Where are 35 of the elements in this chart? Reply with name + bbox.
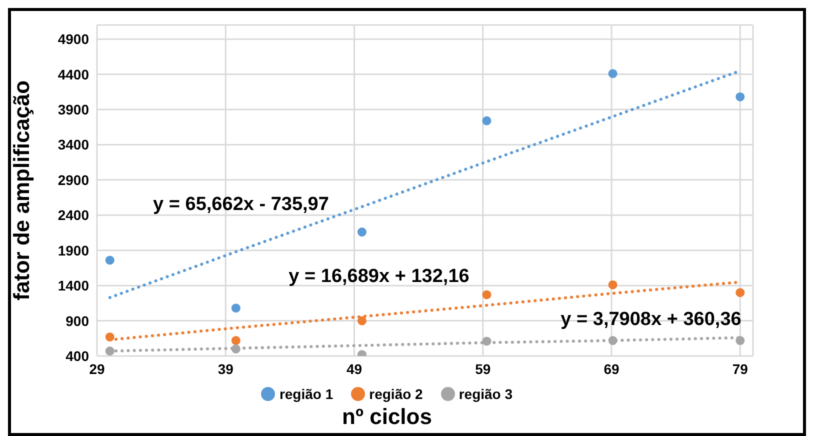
y-tick-label: 900	[66, 312, 90, 329]
y-tick-label: 2900	[58, 172, 90, 188]
y-tick-label: 4400	[58, 66, 90, 82]
x-tick-label: 29	[89, 360, 105, 377]
point	[231, 336, 240, 346]
y-axis-title: fator de amplificação	[8, 80, 34, 301]
x-tick-label: 49	[346, 360, 362, 377]
y-tick-label: 1400	[58, 278, 90, 294]
point	[231, 304, 240, 313]
point	[357, 316, 366, 326]
point	[736, 288, 745, 298]
legend-label: região 3	[458, 386, 513, 402]
y-tick-label: 400	[66, 348, 90, 364]
y-tick-label: 3400	[58, 136, 90, 153]
point	[608, 69, 618, 78]
point	[357, 228, 366, 237]
y-tick-label: 2400	[58, 207, 90, 224]
y-tick-label: 3900	[58, 101, 90, 118]
y-tick-label: 4900	[58, 31, 90, 48]
y-tick-label: 1900	[58, 242, 90, 258]
annotation: y = 65,662x - 735,97	[153, 194, 329, 216]
x-tick-label: 69	[604, 360, 620, 377]
point	[608, 280, 618, 290]
x-tick-label: 79	[732, 360, 748, 377]
annotation: y = 3,7908x + 360,36	[560, 309, 742, 331]
annotation: y = 16,689x + 132,16	[288, 266, 470, 288]
x-tick-label: 39	[218, 360, 234, 377]
point	[482, 290, 492, 300]
point	[482, 116, 492, 126]
x-axis-title: nº ciclos	[341, 404, 433, 430]
x-tick-label: 59	[475, 360, 491, 377]
point	[736, 92, 745, 102]
point	[105, 256, 114, 265]
legend-label: região 1	[279, 386, 334, 402]
legend-label: região 2	[369, 386, 423, 402]
